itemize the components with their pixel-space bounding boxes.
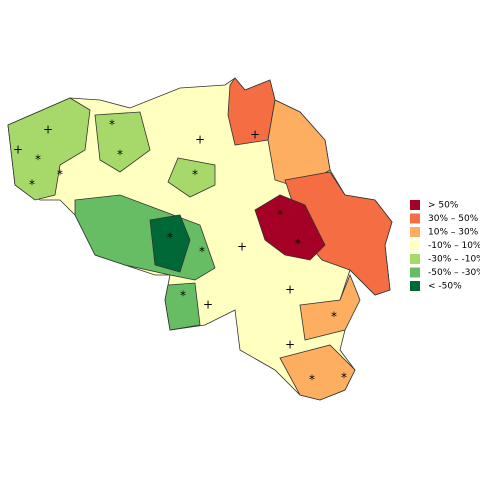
marker: * xyxy=(35,153,41,167)
legend-swatch xyxy=(410,281,420,291)
legend-swatch xyxy=(410,254,420,264)
legend-label: 30% – 50% xyxy=(428,214,479,224)
region xyxy=(7,97,91,201)
legend-swatch xyxy=(410,213,420,224)
region xyxy=(254,194,326,261)
legend-swatch xyxy=(410,200,420,210)
legend-label: 10% – 30% xyxy=(428,228,479,238)
region xyxy=(279,344,356,401)
marker: + xyxy=(43,123,53,137)
marker: * xyxy=(117,148,123,162)
marker: * xyxy=(309,373,315,387)
marker: + xyxy=(285,338,295,352)
legend-label: > 50% xyxy=(428,201,459,211)
legend: > 50% 30% – 50% 10% – 30% -10% – 10% -30% – … xyxy=(410,200,480,292)
marker: * xyxy=(199,245,205,259)
marker: * xyxy=(192,168,198,182)
region xyxy=(167,157,216,198)
legend-swatch xyxy=(410,267,420,278)
marker: * xyxy=(180,289,186,303)
region xyxy=(94,111,151,173)
region xyxy=(284,171,393,296)
region xyxy=(164,282,201,331)
legend-label: -10% – 10% xyxy=(428,241,480,251)
marker: * xyxy=(109,118,115,132)
region xyxy=(267,99,331,189)
regions xyxy=(7,77,393,401)
marker: + xyxy=(285,283,295,297)
marker: + xyxy=(203,298,213,312)
marker: + xyxy=(250,128,260,142)
legend-label: -30% – -10% xyxy=(428,255,480,265)
markers: + + * * * * * * + * * * * + + + + * * * … xyxy=(13,118,347,387)
marker: * xyxy=(29,178,35,192)
marker: * xyxy=(331,310,337,324)
marker: * xyxy=(295,237,301,251)
legend-label: -50% – -30% xyxy=(428,268,480,278)
region xyxy=(299,273,361,341)
marker: * xyxy=(341,371,347,385)
marker: * xyxy=(57,168,63,182)
marker: * xyxy=(277,208,283,222)
marker: * xyxy=(167,231,173,245)
marker: + xyxy=(237,240,247,254)
legend-swatch xyxy=(410,227,420,237)
marker: + xyxy=(195,133,205,147)
marker: + xyxy=(13,143,23,157)
region xyxy=(149,214,191,273)
legend-label: < -50% xyxy=(428,282,462,292)
legend-swatch xyxy=(410,240,420,251)
